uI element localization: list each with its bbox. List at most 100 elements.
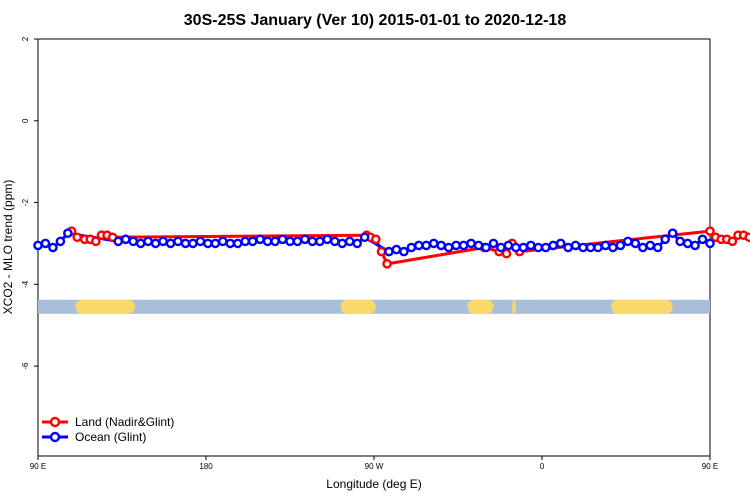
series-1-point-33 xyxy=(322,234,333,245)
x-tick-label-0: 90 E xyxy=(30,462,46,471)
series-points xyxy=(33,226,750,269)
series-0-point-12 xyxy=(382,259,392,269)
series-1-point-27 xyxy=(277,234,288,245)
series-1-point-66 xyxy=(585,242,596,253)
series-1-point-28 xyxy=(285,236,295,247)
series-1-point-26 xyxy=(270,236,280,247)
series-1-point-12 xyxy=(165,238,176,249)
series-1-point-45 xyxy=(428,238,439,249)
series-1-point-44 xyxy=(421,240,432,251)
series-1-point-40 xyxy=(391,244,402,255)
series-1-point-71 xyxy=(623,236,633,247)
land-segment-2 xyxy=(467,299,494,314)
series-1-point-11 xyxy=(158,236,168,247)
series-1-point-46 xyxy=(436,240,447,251)
series-0-point-25 xyxy=(744,232,750,243)
series-1-point-43 xyxy=(413,240,424,251)
y-tick-label-0: 2 xyxy=(21,36,30,41)
x-tick-label-3: 0 xyxy=(540,462,545,471)
series-1-point-3 xyxy=(55,236,66,247)
series-1-point-38 xyxy=(359,232,370,243)
series-1-point-14 xyxy=(180,238,191,249)
series-1-point-16 xyxy=(195,236,206,247)
series-1-point-79 xyxy=(682,238,693,249)
series-1-point-41 xyxy=(399,246,409,257)
series-1-point-34 xyxy=(329,236,340,247)
y-tick-label-2: -2 xyxy=(21,198,30,206)
series-1-point-10 xyxy=(150,238,161,249)
series-1-point-67 xyxy=(593,242,603,253)
series-1-point-13 xyxy=(173,236,183,247)
x-tick-label-2: 90 W xyxy=(365,462,384,471)
legend-marker-1 xyxy=(49,431,61,443)
series-1-point-75 xyxy=(652,242,663,253)
series-1-point-63 xyxy=(563,242,573,253)
land-segment-3 xyxy=(512,299,516,314)
series-1-point-78 xyxy=(675,236,685,247)
series-0-point-15 xyxy=(501,248,512,259)
series-1-point-0 xyxy=(33,240,43,251)
series-0-point-1 xyxy=(72,232,82,243)
series-1-point-77 xyxy=(667,228,678,238)
series-1-point-42 xyxy=(406,242,417,253)
y-tick-label-4: -6 xyxy=(21,362,30,370)
series-1-point-70 xyxy=(615,240,626,251)
legend-label-1: Ocean (Glint) xyxy=(75,430,146,444)
series-1-point-73 xyxy=(638,242,648,253)
series-0-point-18 xyxy=(705,226,715,236)
series-1-point-52 xyxy=(481,242,491,253)
series-1-point-8 xyxy=(135,238,146,249)
series-1-point-72 xyxy=(630,238,641,249)
series-1-point-39 xyxy=(384,246,394,257)
series-1-point-53 xyxy=(488,238,499,249)
land-segment-0 xyxy=(75,299,136,314)
x-axis-label: Longitude (deg E) xyxy=(326,477,421,491)
series-1-point-5 xyxy=(113,236,124,247)
series-1-point-29 xyxy=(292,236,303,247)
chart-title: 30S-25S January (Ver 10) 2015-01-01 to 2… xyxy=(184,12,567,29)
series-1-point-2 xyxy=(48,242,58,253)
series-1-point-62 xyxy=(555,238,566,249)
series-1-point-1 xyxy=(40,238,51,249)
legend: Land (Nadir&Glint)Ocean (Glint) xyxy=(42,415,174,444)
series-1-point-23 xyxy=(247,236,258,247)
series-1-point-37 xyxy=(352,238,363,249)
series-1-point-7 xyxy=(128,236,138,247)
series-1-point-48 xyxy=(451,240,461,251)
series-1-point-49 xyxy=(458,240,469,251)
series-0-point-22 xyxy=(727,236,738,247)
series-1-point-80 xyxy=(690,240,700,251)
x-tick-label-4: 90 E xyxy=(702,462,718,471)
series-1-point-32 xyxy=(315,236,325,247)
series-1-point-81 xyxy=(697,234,708,245)
series-1-point-55 xyxy=(503,240,514,251)
x-axis: 90 E 180 90 W 0 90 E xyxy=(30,456,718,471)
series-0-point-4 xyxy=(91,236,101,247)
series-1-point-22 xyxy=(240,236,250,247)
series-1-point-50 xyxy=(466,238,476,249)
series-1-point-74 xyxy=(645,240,656,251)
series-1-point-58 xyxy=(526,240,536,251)
series-1-point-57 xyxy=(518,242,529,253)
series-1-point-54 xyxy=(496,242,506,253)
series-1-point-47 xyxy=(443,242,454,253)
land-segment-4 xyxy=(611,299,673,314)
series-1-point-6 xyxy=(120,234,131,245)
series-0-point-10 xyxy=(371,234,381,245)
series-1-point-36 xyxy=(344,236,355,247)
series-1-point-18 xyxy=(210,238,221,249)
series-1-point-21 xyxy=(232,238,243,249)
y-tick-label-3: -4 xyxy=(21,280,30,288)
series-1-point-4 xyxy=(63,228,73,238)
series-1-point-19 xyxy=(217,236,228,247)
series-1-point-65 xyxy=(578,242,588,253)
series-1-point-15 xyxy=(188,238,198,249)
series-1-point-61 xyxy=(548,240,559,251)
y-axis: 2 0 -2 -4 -6 xyxy=(21,36,38,370)
series-1-point-69 xyxy=(608,242,618,253)
y-tick-label-1: 0 xyxy=(21,118,30,123)
series-1-point-31 xyxy=(307,236,318,247)
series-1-point-17 xyxy=(203,238,213,249)
series-1-point-20 xyxy=(225,238,236,249)
